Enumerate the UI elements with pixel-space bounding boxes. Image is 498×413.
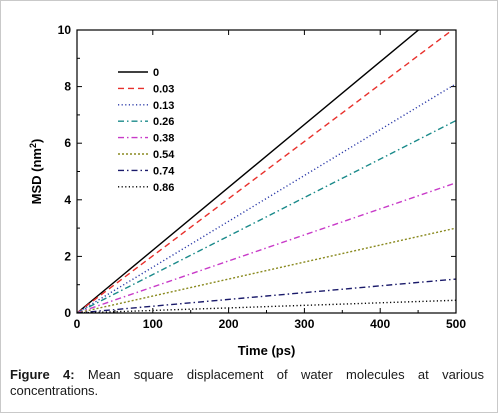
series-line-5 xyxy=(77,227,456,313)
x-axis-label: Time (ps) xyxy=(238,343,296,358)
x-tick-label-1: 100 xyxy=(143,317,163,331)
y-tick-label-3: 6 xyxy=(64,136,71,150)
x-tick-label-3: 300 xyxy=(294,317,314,331)
y-axis-label: MSD (nm2) xyxy=(28,139,44,205)
y-tick-label-4: 8 xyxy=(64,80,71,94)
legend-label-0: 0 xyxy=(153,67,159,79)
msd-chart: 0 100 200 300 400 500 0 2 4 6 8 10 Time (ps) MSD (nm2… xyxy=(28,23,466,358)
y-tick-label-0: 0 xyxy=(64,306,71,320)
legend-label-2: 0.13 xyxy=(153,100,174,112)
caption-label: Figure 4: xyxy=(10,367,75,382)
caption-text: Mean square displacement of water molecu… xyxy=(10,367,484,398)
series-line-1 xyxy=(77,30,454,313)
series-line-3 xyxy=(77,119,456,313)
y-tick-label-1: 2 xyxy=(64,249,71,263)
legend-label-3: 0.26 xyxy=(153,116,174,128)
legend-label-4: 0.38 xyxy=(153,133,174,145)
series-line-4 xyxy=(77,182,456,313)
legend-label-1: 0.03 xyxy=(153,83,174,95)
legend-label-5: 0.54 xyxy=(153,149,175,161)
legend-label-6: 0.74 xyxy=(153,165,175,177)
figure-caption: Figure 4: Mean square displacement of wa… xyxy=(10,367,484,399)
legend-label-7: 0.86 xyxy=(153,182,174,194)
x-tick-label-4: 400 xyxy=(370,317,390,331)
x-tick-label-2: 200 xyxy=(219,317,239,331)
series-line-0 xyxy=(77,30,420,313)
series-line-6 xyxy=(77,278,456,313)
series-line-2 xyxy=(77,83,456,313)
x-tick-label-0: 0 xyxy=(74,317,81,331)
y-tick-label-2: 4 xyxy=(64,193,71,207)
y-tick-label-5: 10 xyxy=(58,23,72,37)
x-tick-label-5: 500 xyxy=(446,317,466,331)
